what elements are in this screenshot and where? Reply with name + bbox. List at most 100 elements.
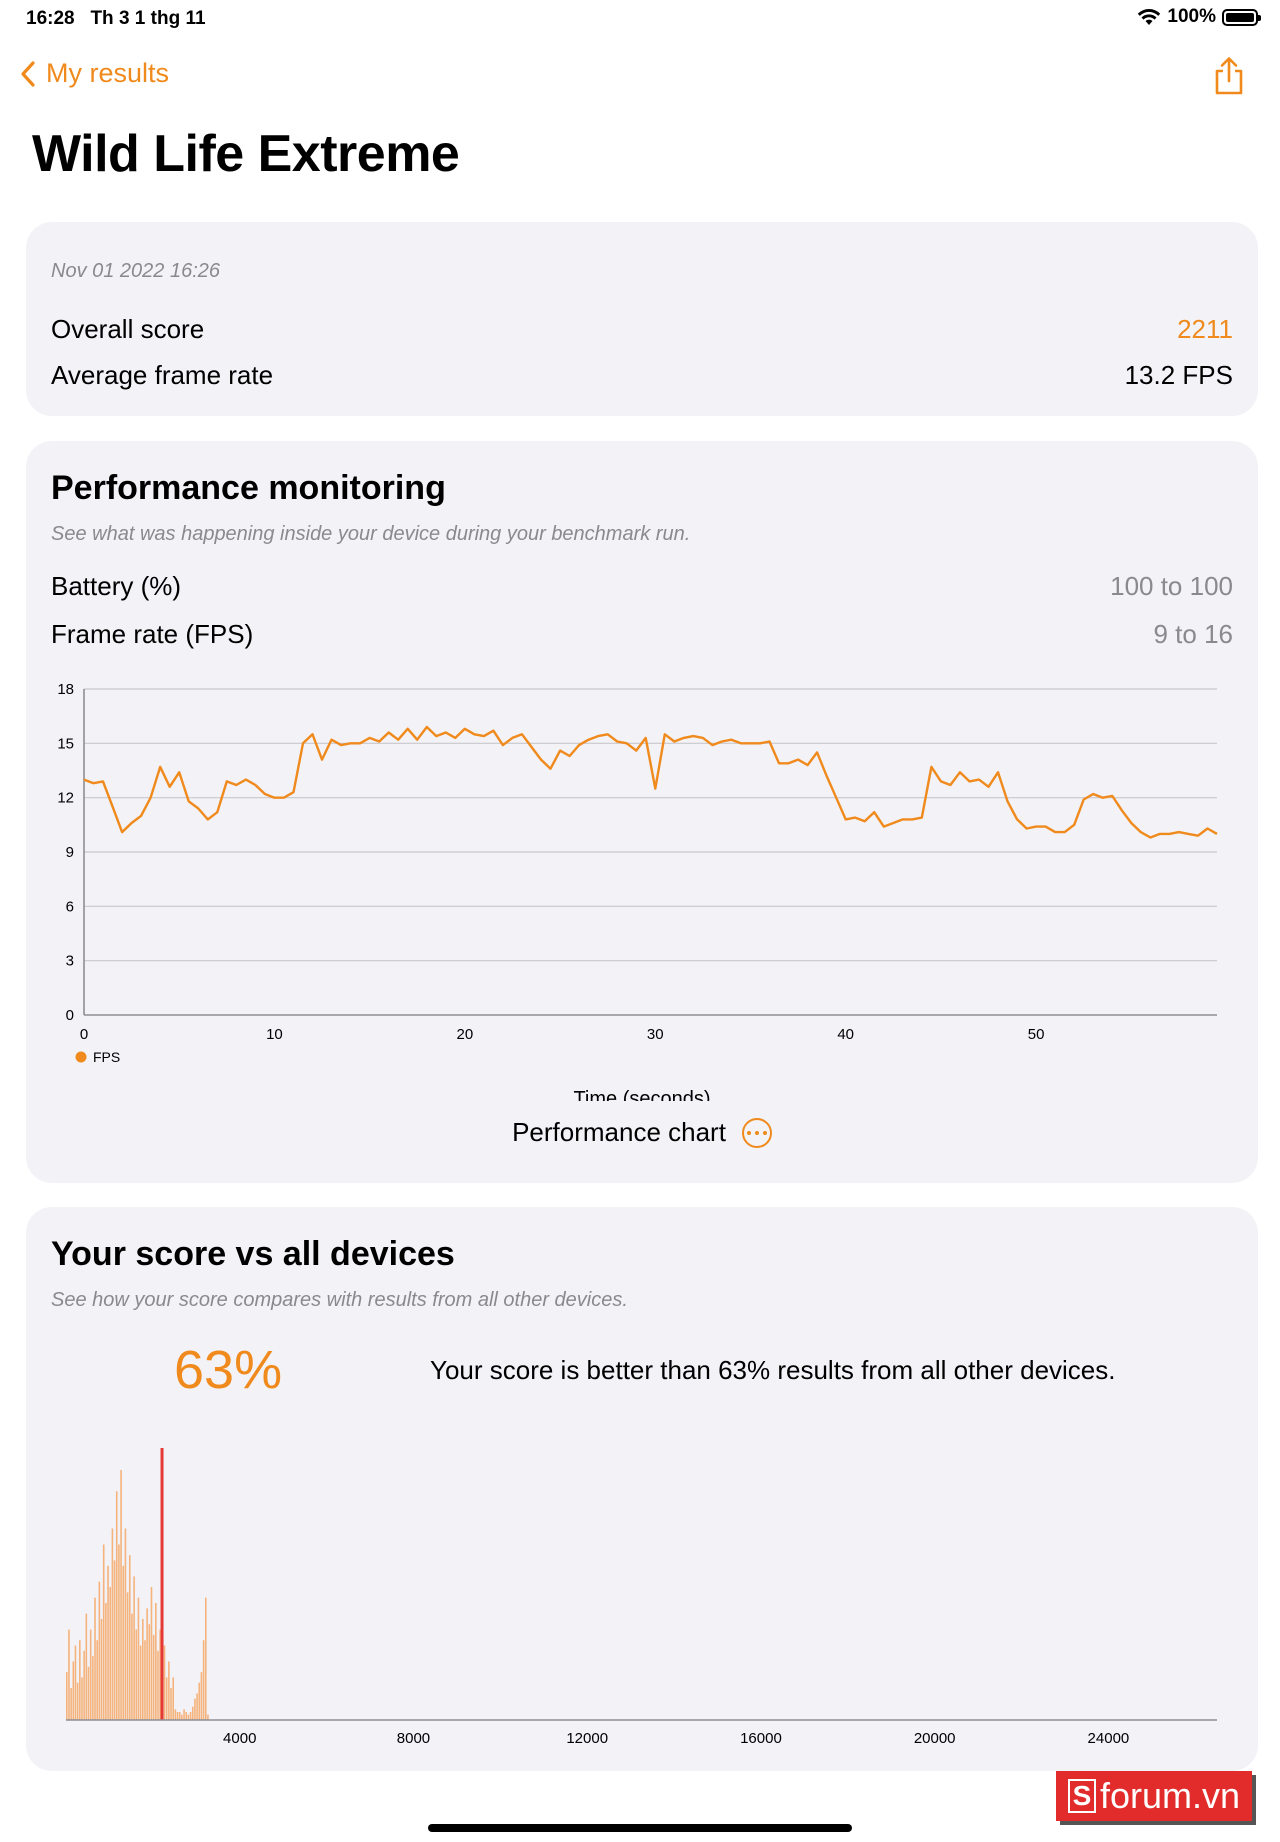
histogram-bar	[72, 1661, 75, 1720]
avg-fps-label: Average frame rate	[51, 360, 274, 390]
y-tick-label: 0	[66, 1007, 74, 1024]
status-bar: 16:28 Th 3 1 thg 11 100%	[0, 0, 1280, 40]
histogram-bar	[98, 1581, 101, 1720]
status-time: 16:28	[26, 8, 75, 29]
histogram-bar	[142, 1618, 144, 1720]
histogram-bar	[157, 1650, 159, 1720]
comparison-title: Your score vs all devices	[51, 1235, 455, 1273]
histogram-bar	[204, 1597, 207, 1720]
histogram-bar	[66, 1672, 68, 1720]
x-tick-label: 16000	[740, 1730, 782, 1747]
home-indicator[interactable]	[428, 1824, 852, 1832]
histogram-bar	[200, 1672, 203, 1720]
histogram-bar	[96, 1640, 98, 1720]
back-label: My results	[46, 58, 170, 88]
histogram-bar	[109, 1587, 112, 1720]
histogram-bar	[194, 1698, 196, 1720]
histogram-bar	[113, 1560, 116, 1720]
histogram-bar	[183, 1709, 185, 1720]
comparison-subtitle: See how your score compares with results…	[51, 1289, 628, 1311]
histogram-bar	[150, 1587, 153, 1720]
histogram-bar	[74, 1645, 77, 1720]
histogram-bar	[168, 1661, 170, 1720]
performance-chart-button[interactable]: Performance chart	[26, 1117, 1258, 1148]
fps-line-chart: 0 3 6 9 12 15 18 0 10 20 30 40 50 FPS Time (seconds)	[57, 681, 1218, 1101]
x-tick-label: 20000	[914, 1730, 956, 1747]
histogram-bar	[176, 1712, 179, 1720]
chevron-left-icon	[21, 60, 35, 87]
histogram-bar	[70, 1688, 72, 1720]
histogram-bar	[81, 1677, 83, 1720]
y-tick-label: 9	[66, 844, 74, 861]
histogram-bar	[111, 1528, 114, 1720]
percentile-description: Your score is better than 63% results fr…	[430, 1355, 1116, 1385]
histogram-bar	[131, 1613, 133, 1720]
legend-label-fps: FPS	[93, 1049, 120, 1065]
histogram-bar	[94, 1597, 96, 1720]
overall-score-value: 2211	[1177, 314, 1233, 344]
watermark-letter: S	[1067, 1779, 1096, 1813]
y-tick-label: 6	[66, 898, 74, 915]
wifi-icon	[1138, 9, 1161, 25]
percentile-value: 63%	[174, 1340, 283, 1400]
histogram-bar	[165, 1677, 168, 1720]
back-button[interactable]: My results	[20, 58, 169, 89]
comparison-card: Your score vs all devices See how your s…	[26, 1207, 1258, 1771]
histogram-bar	[87, 1666, 90, 1720]
histogram-bar	[133, 1576, 135, 1720]
x-tick-label: 30	[647, 1026, 664, 1043]
histogram-bar	[181, 1714, 183, 1720]
status-time-date: 16:28 Th 3 1 thg 11	[26, 8, 206, 30]
overall-score-label: Overall score	[51, 314, 205, 344]
histogram-bar	[170, 1688, 172, 1720]
x-tick-label: 50	[1028, 1026, 1045, 1043]
histogram-bar	[137, 1597, 140, 1720]
framerate-range: 9 to 16	[1153, 619, 1233, 649]
histogram-bar	[122, 1565, 125, 1720]
x-tick-label: 20	[456, 1026, 473, 1043]
histogram-bar	[159, 1629, 161, 1720]
status-date: Th 3 1 thg 11	[90, 8, 206, 29]
x-tick-label: 40	[837, 1026, 854, 1043]
summary-card: Nov 01 2022 16:26 Overall score 2211 Ave…	[26, 222, 1258, 416]
battery-label: Battery (%)	[51, 571, 182, 601]
battery-icon	[1222, 8, 1261, 26]
battery-range: 100 to 100	[1110, 571, 1233, 601]
histogram-bar	[107, 1565, 109, 1720]
legend-marker-fps	[75, 1051, 87, 1063]
histogram-bar	[128, 1555, 131, 1720]
histogram-bar	[144, 1640, 146, 1720]
histogram-bar	[79, 1640, 81, 1720]
histogram-bar	[115, 1491, 118, 1720]
histogram-bar	[202, 1640, 205, 1720]
performance-chart-label: Performance chart	[512, 1117, 726, 1147]
histogram-bar	[178, 1712, 181, 1720]
battery-percent: 100%	[1167, 6, 1216, 27]
share-button[interactable]	[1212, 56, 1246, 101]
histogram-bar	[198, 1682, 201, 1720]
histogram-bar	[187, 1714, 190, 1720]
histogram-bar	[139, 1645, 142, 1720]
histogram-bar	[92, 1656, 94, 1720]
histogram-bar	[155, 1602, 157, 1720]
status-indicators: 100%	[1137, 6, 1261, 28]
histogram-bar	[146, 1608, 148, 1720]
histogram-bar	[172, 1677, 174, 1720]
histogram-bar	[100, 1618, 103, 1720]
histogram-bar	[83, 1650, 85, 1720]
avg-fps-value: 13.2 FPS	[1124, 360, 1233, 390]
histogram-bar	[118, 1544, 120, 1720]
x-tick-label: 12000	[566, 1730, 608, 1747]
histogram-bar	[191, 1706, 194, 1720]
histogram-bar	[85, 1613, 88, 1720]
histogram-bar	[68, 1629, 70, 1720]
x-tick-label: 24000	[1088, 1730, 1130, 1747]
histogram-bar	[135, 1629, 138, 1720]
histogram-bar	[76, 1682, 79, 1720]
histogram-bar	[105, 1602, 107, 1720]
histogram-bar	[152, 1634, 155, 1720]
histogram-bar	[174, 1709, 177, 1720]
watermark-text: forum.vn	[1099, 1775, 1241, 1816]
histogram-bar	[189, 1712, 192, 1720]
y-tick-label: 12	[57, 790, 74, 807]
